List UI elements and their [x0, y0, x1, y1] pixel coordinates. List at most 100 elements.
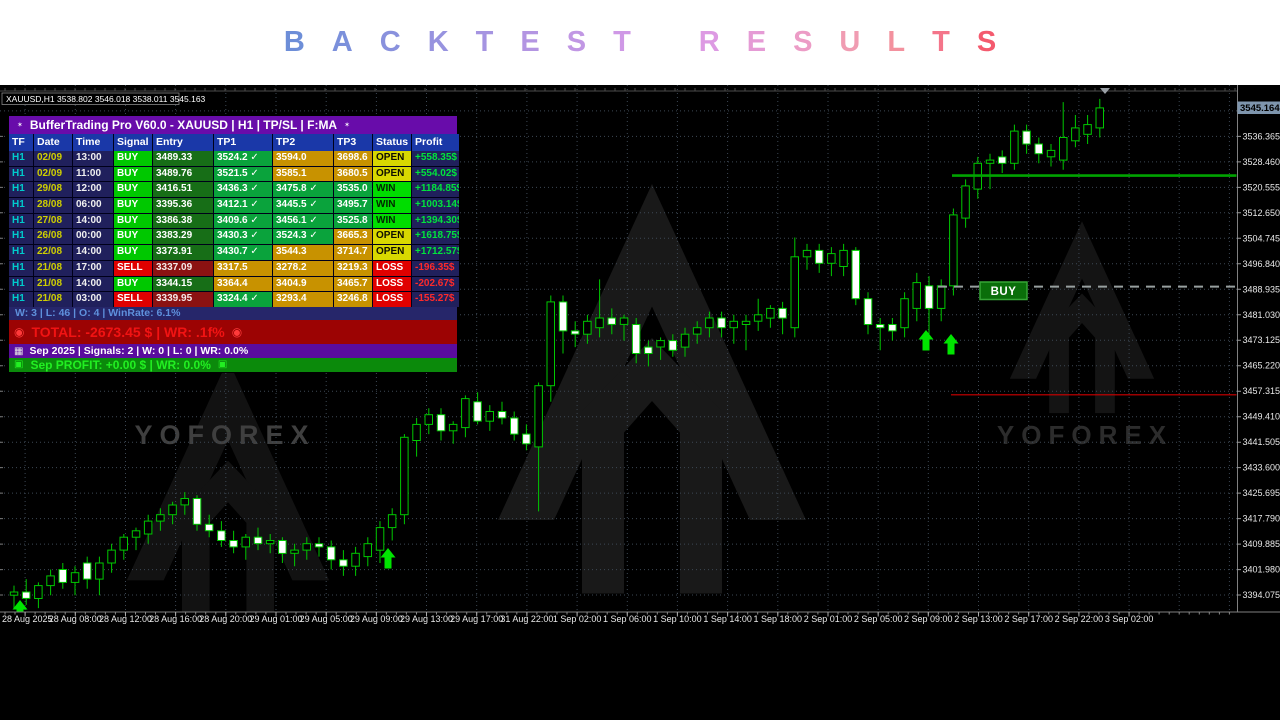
candlestick: [888, 324, 897, 332]
cell-tp3: 3714.7: [334, 245, 372, 260]
candlestick: [436, 414, 446, 432]
header-cell: TP2: [273, 134, 333, 151]
price-axis-label: 3409.885: [1243, 539, 1280, 549]
cell-entry: 3416.51: [153, 182, 213, 198]
candlestick: [351, 552, 360, 567]
candlestick: [949, 214, 958, 287]
candlestick: [607, 317, 616, 325]
candlestick: [912, 282, 921, 309]
price-axis-label: 3433.600: [1243, 463, 1280, 473]
title-letter: A: [331, 26, 353, 58]
cell-time: 17:00: [73, 260, 113, 276]
title-letter: E: [520, 26, 540, 58]
title-letter: S: [566, 26, 587, 58]
cell-tp2: 3293.4: [273, 292, 333, 307]
cell-status: LOSS: [373, 260, 411, 276]
time-axis-label: 1 Sep 10:00: [653, 614, 702, 624]
price-axis-label: 3457.315: [1243, 386, 1280, 396]
buy-arrow-icon[interactable]: [380, 548, 396, 569]
time-axis-label: 2 Sep 09:00: [904, 614, 953, 624]
cell-entry: 3344.15: [153, 276, 213, 292]
cell-entry: 3395.36: [153, 198, 213, 213]
header-cell: Date: [34, 134, 72, 151]
candlestick: [741, 320, 751, 325]
buy-label[interactable]: BUY: [979, 281, 1028, 301]
candlestick: [9, 591, 19, 596]
panel-title-bar[interactable]: ✶ BufferTrading Pro V60.0 - XAUUSD | H1 …: [9, 116, 457, 134]
cell-tf: H1: [9, 229, 33, 245]
candlestick: [717, 317, 726, 329]
cell-profit: -155.27$: [412, 292, 459, 307]
candlestick: [814, 249, 824, 264]
cell-entry: 3383.29: [153, 229, 213, 245]
price-axis[interactable]: [1237, 85, 1280, 720]
cell-entry: 3339.95: [153, 292, 213, 307]
candlestick: [143, 520, 153, 535]
time-axis-label: 2 Sep 05:00: [854, 614, 903, 624]
cell-tf: H1: [9, 213, 33, 229]
cell-tp1: 3317.5: [214, 260, 272, 276]
title-letter: T: [613, 26, 631, 58]
cell-date: 28/08: [34, 198, 72, 213]
stats-text: W: 3 | L: 46 | O: 4 | WinRate: 6.1%: [15, 307, 181, 320]
candlestick: [936, 285, 946, 309]
cell-tf: H1: [9, 276, 33, 292]
cell-profit: +558.35$: [412, 151, 459, 166]
candlestick: [802, 249, 812, 258]
cell-status: WIN: [373, 213, 411, 229]
cell-entry: 3337.09: [153, 260, 213, 276]
title-letter: E: [746, 26, 767, 58]
cell-status: WIN: [373, 198, 411, 213]
title-letter: U: [839, 26, 861, 58]
candlestick: [168, 504, 177, 516]
cell-tp1: 3436.3 ✓: [214, 182, 272, 198]
time-axis-label: 29 Aug 09:00: [350, 614, 403, 624]
header-cell: Time: [73, 134, 113, 151]
candlestick: [278, 540, 287, 554]
cell-tp2: 3524.3 ✓: [273, 229, 333, 245]
stats-bar: W: 3 | L: 46 | O: 4 | WinRate: 6.1%: [9, 306, 457, 320]
candlestick: [1034, 143, 1043, 155]
time-axis-label: 29 Aug 17:00: [450, 614, 503, 624]
candlestick: [766, 307, 775, 319]
cell-tf: H1: [9, 260, 33, 276]
buy-arrow-icon[interactable]: [12, 600, 28, 621]
buy-arrow-icon[interactable]: [918, 330, 934, 351]
cell-profit: +1184.85$: [412, 182, 459, 198]
price-axis-label: 3449.410: [1243, 412, 1280, 422]
buy-arrow-icon[interactable]: [943, 334, 959, 355]
candlestick: [863, 298, 873, 326]
panel-title: BufferTrading Pro V60.0 - XAUUSD | H1 | …: [29, 118, 338, 132]
cell-time: 06:00: [73, 198, 113, 213]
cell-profit: +1003.14$: [412, 198, 459, 213]
cell-signal: BUY: [114, 245, 152, 260]
title-letter: T: [475, 26, 494, 58]
candlestick: [985, 159, 995, 164]
candlestick: [265, 540, 275, 545]
candlestick: [680, 333, 690, 348]
cell-entry: 3489.33: [153, 151, 213, 166]
cell-signal: SELL: [114, 292, 152, 307]
candlestick: [924, 285, 934, 309]
cell-status: LOSS: [373, 276, 411, 292]
cell-tp2: 3445.5 ✓: [273, 198, 333, 213]
time-axis-label: 1 Sep 14:00: [703, 614, 752, 624]
cell-date: 22/08: [34, 245, 72, 260]
candlestick: [21, 591, 31, 599]
money-bag-icon: ◉: [14, 325, 25, 340]
cell-status: WIN: [373, 182, 411, 198]
cell-date: 21/08: [34, 276, 72, 292]
cell-signal: BUY: [114, 213, 152, 229]
price-axis-label: 3504.745: [1243, 233, 1280, 243]
cell-tp3: 3535.0 ✓: [334, 182, 372, 198]
cell-tf: H1: [9, 151, 33, 166]
dollar-icon: ▣: [217, 359, 228, 371]
candlestick: [119, 536, 128, 551]
cell-date: 02/09: [34, 151, 72, 166]
candlestick: [705, 317, 714, 329]
candlestick: [70, 572, 80, 583]
header-cell: Profit: [412, 134, 459, 151]
yoforex-watermark: YOFOREX YOFOREX: [126, 184, 1166, 612]
candlestick: [290, 549, 299, 554]
